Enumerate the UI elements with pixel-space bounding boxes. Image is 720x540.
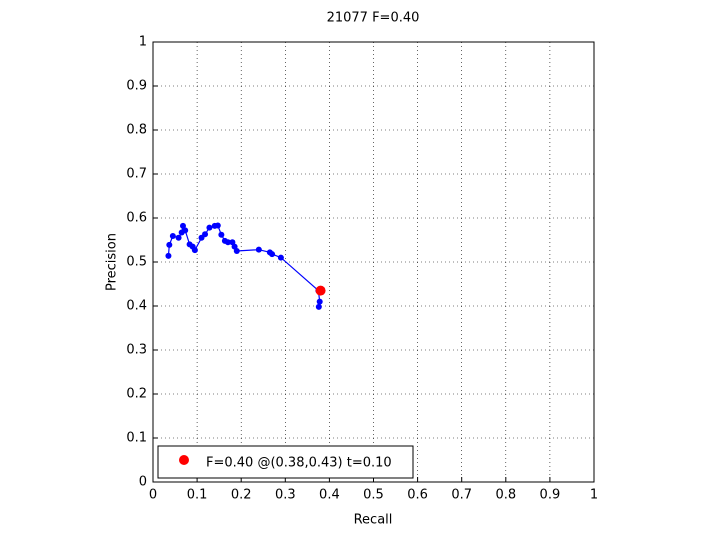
y-tick-label: 0.1 <box>126 431 147 446</box>
y-tick-label: 0.6 <box>126 211 147 226</box>
legend-label: F=0.40 @(0.38,0.43) t=0.10 <box>206 456 392 471</box>
y-tick-label: 0.7 <box>126 167 147 182</box>
point <box>165 252 172 259</box>
x-axis-label: Recall <box>354 513 393 528</box>
point <box>269 251 276 258</box>
y-tick-label: 1 <box>139 35 147 50</box>
point <box>166 241 173 248</box>
point <box>233 248 240 254</box>
y-tick-label: 0.8 <box>126 123 147 138</box>
x-tick-label: 0.4 <box>319 488 340 503</box>
x-tick-label: 0.9 <box>540 488 561 503</box>
legend-box <box>157 445 414 479</box>
point <box>169 233 176 240</box>
point <box>224 239 231 246</box>
y-axis-label: Precision <box>105 233 120 291</box>
point <box>316 298 323 305</box>
point <box>191 247 198 254</box>
y-tick-label: 0.5 <box>126 255 147 270</box>
legend-marker <box>179 455 189 465</box>
plot-frame <box>152 41 595 483</box>
chart-title: 21077 F=0.40 <box>327 11 420 26</box>
x-tick-label: 0.3 <box>275 488 296 503</box>
point <box>206 224 213 231</box>
point <box>277 254 284 261</box>
point <box>214 222 221 229</box>
x-tick-label: 1 <box>590 488 598 503</box>
point <box>182 227 189 234</box>
point <box>315 303 322 310</box>
y-tick-label: 0.9 <box>126 79 147 94</box>
point <box>202 231 209 238</box>
y-tick-label: 0.2 <box>126 387 147 402</box>
y-tick-label: 0.4 <box>126 299 147 314</box>
y-tick-label: 0.3 <box>126 343 147 358</box>
point <box>315 285 326 296</box>
x-tick-label: 0.1 <box>187 488 208 503</box>
x-tick-label: 0 <box>149 488 157 503</box>
x-tick-label: 0.2 <box>231 488 252 503</box>
point <box>175 234 182 241</box>
x-tick-label: 0.6 <box>407 488 428 503</box>
x-tick-label: 0.5 <box>363 488 384 503</box>
point <box>255 246 262 253</box>
x-tick-label: 0.8 <box>495 488 516 503</box>
y-tick-label: 0 <box>139 475 147 490</box>
point <box>218 231 225 238</box>
x-tick-label: 0.7 <box>451 488 472 503</box>
